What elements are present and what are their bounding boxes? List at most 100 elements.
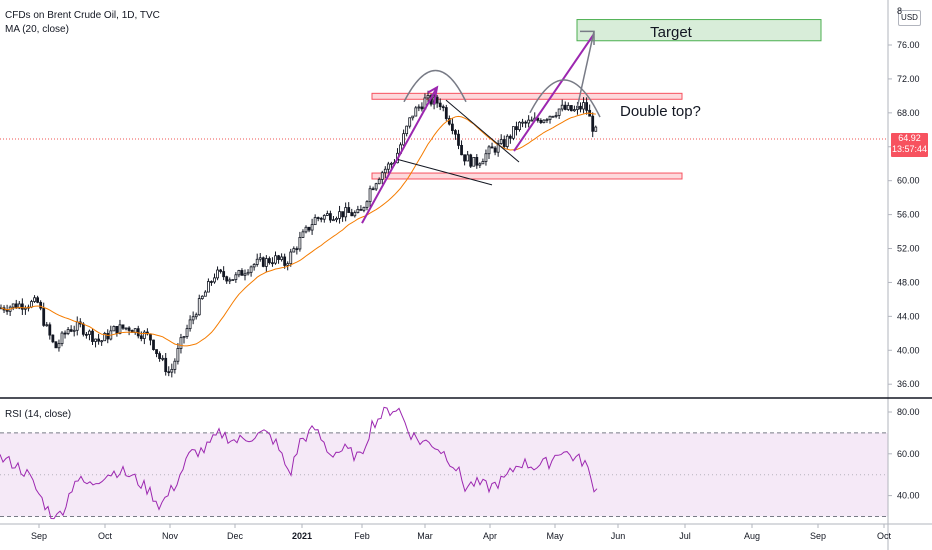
candle-up <box>496 143 500 153</box>
candle-down <box>277 255 280 260</box>
candle-up <box>377 178 381 185</box>
candle-up <box>237 270 241 276</box>
candle-down <box>261 257 265 267</box>
candle-up <box>191 316 195 321</box>
candle-down <box>457 133 460 146</box>
candle-down <box>454 130 457 135</box>
candle-up <box>161 357 165 360</box>
wedge-lower-line <box>397 158 493 186</box>
candle-down <box>350 212 354 217</box>
candle-down <box>85 333 88 336</box>
candle-up <box>560 104 564 110</box>
candle-down <box>438 102 442 108</box>
price-tick-label: 44.00 <box>897 311 920 321</box>
candle-up <box>286 263 290 266</box>
time-tick-label: Feb <box>354 531 370 541</box>
top-arc-1 <box>403 69 467 103</box>
rsi-layer <box>0 406 598 520</box>
candle-down <box>341 211 345 218</box>
candle-down <box>267 258 271 264</box>
candle-up <box>88 330 91 335</box>
candle-up <box>176 348 180 362</box>
candle-down <box>319 217 323 220</box>
candle-down <box>579 105 582 110</box>
candle-up <box>362 206 366 211</box>
ma-legend: MA (20, close) <box>5 24 69 35</box>
candles <box>0 90 598 378</box>
candle-up <box>118 324 122 334</box>
drawings <box>361 30 601 224</box>
price-tick-label: 72.00 <box>897 74 920 84</box>
candle-down <box>444 107 448 119</box>
candle-down <box>115 326 119 334</box>
target-arrow-shaft <box>576 31 595 109</box>
candle-up <box>75 321 79 331</box>
price-tick-label: 56.00 <box>897 210 920 220</box>
candle-up <box>530 119 534 122</box>
candle-up <box>417 106 421 109</box>
candle-down <box>139 335 143 339</box>
candle-down <box>463 154 467 162</box>
candle-up <box>249 266 253 273</box>
candle-up <box>325 213 329 216</box>
candle-up <box>194 314 198 318</box>
candle-up <box>301 231 305 238</box>
candle-down <box>36 297 39 303</box>
trend-arrow-1-head <box>427 85 439 105</box>
candle-down <box>435 96 439 104</box>
candle-up <box>414 107 418 117</box>
candle-up <box>353 212 357 217</box>
candle-down <box>167 371 171 374</box>
candle-up <box>203 291 207 297</box>
candle-up <box>188 319 192 330</box>
candle-up <box>94 338 97 342</box>
candle-up <box>518 121 521 131</box>
candle-down <box>51 334 55 343</box>
double-top-label: Double top? <box>620 103 701 120</box>
time-tick-label: Mar <box>417 531 433 541</box>
candle-up <box>521 121 524 124</box>
candle-up <box>505 135 509 147</box>
labels: Target Double top? <box>620 24 701 120</box>
time-tick-label: Apr <box>483 531 497 541</box>
candle-up <box>512 126 515 139</box>
candle-up <box>545 119 549 121</box>
candle-down <box>524 121 527 124</box>
candle-down <box>460 144 463 156</box>
candle-down <box>569 105 573 112</box>
target-zone <box>576 19 822 42</box>
candle-down <box>359 209 363 211</box>
candle-up <box>335 218 338 221</box>
candle-down <box>371 188 375 191</box>
candle-up <box>402 133 406 146</box>
candle-down <box>493 147 497 153</box>
candle-up <box>213 277 216 283</box>
price-tick-label: 76.00 <box>897 40 920 50</box>
candle-up <box>594 126 598 132</box>
candle-down <box>508 135 512 139</box>
candle-up <box>182 336 186 339</box>
rsi-tick-label: 40.00 <box>897 491 920 501</box>
candle-down <box>127 327 131 331</box>
candle-up <box>551 115 555 118</box>
candle-down <box>81 323 85 335</box>
candle-down <box>152 339 155 350</box>
ma-layer <box>0 112 596 347</box>
candle-up <box>60 332 64 345</box>
currency-badge[interactable]: USD <box>898 10 921 26</box>
candle-down <box>515 126 518 131</box>
candle-down <box>5 309 9 312</box>
candle-up <box>310 224 314 231</box>
candle-down <box>591 115 595 132</box>
candle-down <box>469 154 473 167</box>
candle-up <box>11 303 15 308</box>
candle-down <box>316 217 320 219</box>
candle-up <box>255 258 259 265</box>
candle-up <box>124 327 128 330</box>
candle-up <box>573 109 576 112</box>
candle-down <box>91 330 94 342</box>
candle-up <box>200 295 204 300</box>
price-tick-label: 48.00 <box>897 277 920 287</box>
candle-up <box>472 157 476 167</box>
